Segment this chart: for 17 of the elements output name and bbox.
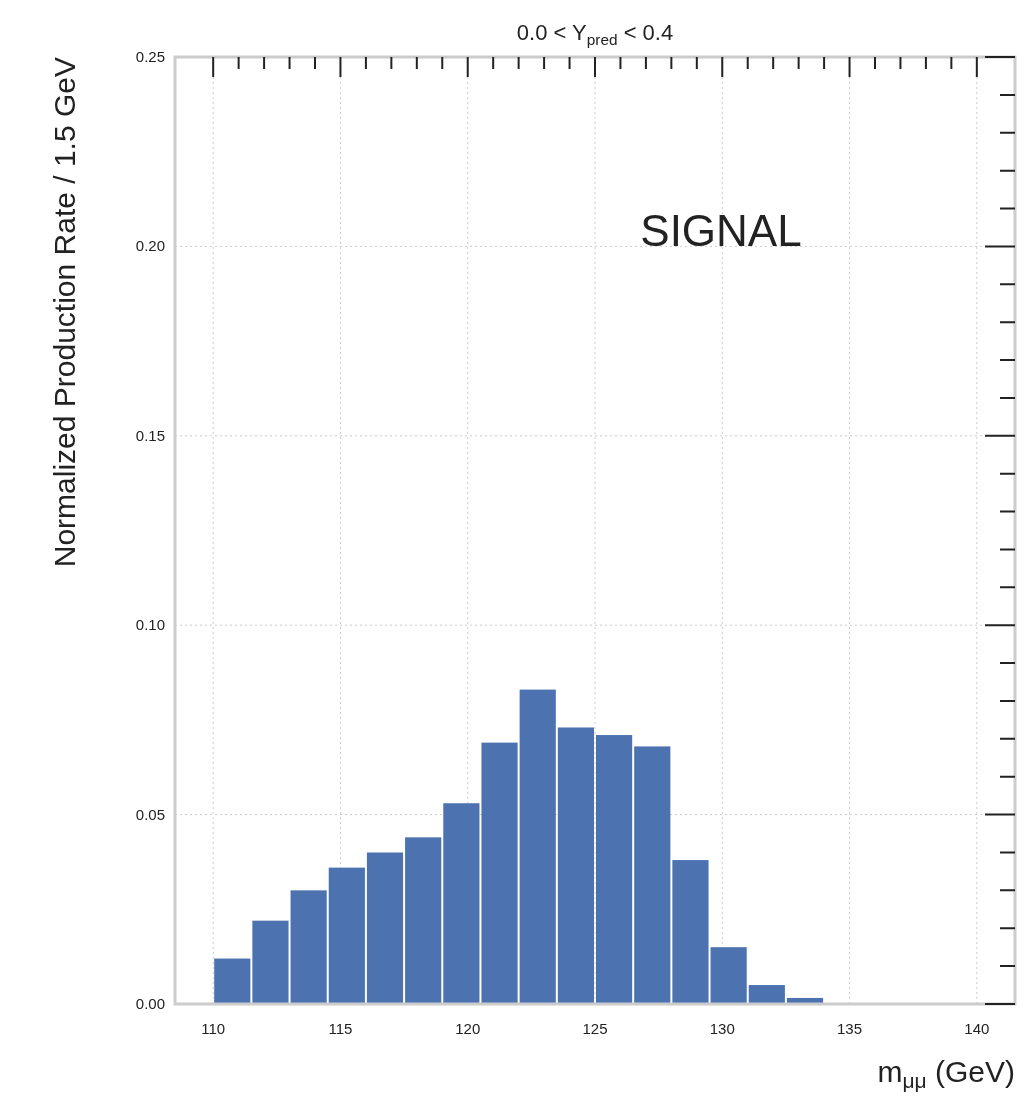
y-tick-label: 0.15 xyxy=(135,426,165,444)
annotation: SIGNAL xyxy=(640,206,802,256)
y-tick-label: 0.05 xyxy=(135,805,165,823)
x-tick-label: 120 xyxy=(455,1020,481,1037)
x-tick-label: 140 xyxy=(964,1020,990,1037)
x-tick-label: 125 xyxy=(582,1020,608,1037)
x-tick-label: 130 xyxy=(709,1020,735,1037)
chart-title: 0.0 < Y$_{pred}$ < 0.4 xyxy=(516,20,674,48)
x-tick-label: 110 xyxy=(201,1020,226,1037)
y-axis-title: Normalized Production Rate / 1.5 GeV xyxy=(48,57,81,568)
y-tick-label: 0.10 xyxy=(135,616,165,634)
y-tick-label: 0.20 xyxy=(135,237,165,255)
x-tick-label: 115 xyxy=(328,1020,353,1037)
y-tick-label: 0.25 xyxy=(135,48,165,65)
y-tick-label: 0.00 xyxy=(135,995,165,1012)
x-axis-title: m$_{μμ}$ (GeV) xyxy=(877,1055,1015,1093)
x-tick-label: 135 xyxy=(837,1020,863,1037)
